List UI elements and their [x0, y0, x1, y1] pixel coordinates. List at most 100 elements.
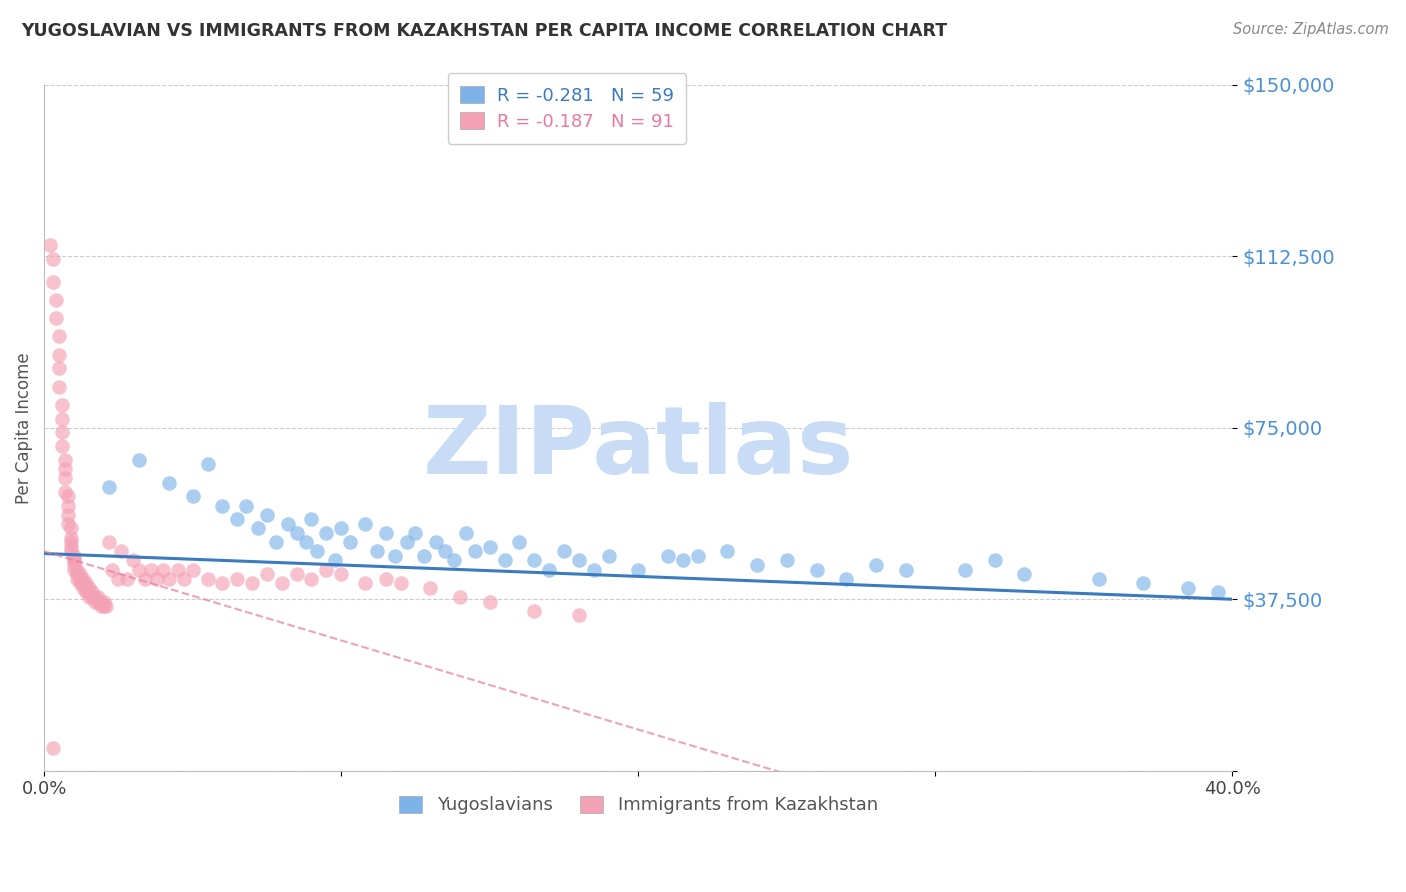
Point: [53, 471, 76, 485]
Point: [1177, 581, 1199, 595]
Point: [277, 516, 299, 531]
Point: [865, 558, 887, 572]
Point: [86, 590, 108, 604]
Point: [173, 572, 195, 586]
Point: [523, 604, 546, 618]
Point: [59, 544, 82, 558]
Point: [51, 411, 73, 425]
Point: [117, 572, 139, 586]
Point: [128, 452, 150, 467]
Point: [256, 567, 278, 582]
Point: [157, 572, 180, 586]
Point: [598, 549, 620, 563]
Point: [110, 544, 132, 558]
Point: [83, 594, 105, 608]
Point: [538, 562, 561, 576]
Point: [56, 508, 79, 522]
Point: [494, 553, 516, 567]
Point: [63, 549, 86, 563]
Point: [63, 553, 86, 567]
Point: [56, 516, 79, 531]
Point: [672, 553, 695, 567]
Point: [686, 549, 709, 563]
Point: [90, 594, 112, 608]
Point: [294, 535, 316, 549]
Point: [285, 525, 308, 540]
Point: [56, 489, 79, 503]
Point: [181, 562, 204, 576]
Point: [51, 398, 73, 412]
Point: [69, 567, 91, 582]
Point: [301, 572, 323, 586]
Point: [307, 544, 329, 558]
Point: [553, 544, 575, 558]
Point: [523, 553, 546, 567]
Point: [197, 458, 219, 472]
Point: [464, 544, 486, 558]
Point: [395, 535, 418, 549]
Point: [745, 558, 768, 572]
Point: [166, 562, 188, 576]
Point: [48, 361, 70, 376]
Point: [1014, 567, 1036, 582]
Point: [42, 252, 65, 266]
Point: [226, 572, 249, 586]
Point: [93, 594, 115, 608]
Point: [449, 590, 471, 604]
Point: [157, 475, 180, 490]
Point: [83, 590, 105, 604]
Point: [953, 562, 976, 576]
Point: [146, 572, 169, 586]
Point: [59, 540, 82, 554]
Point: [39, 238, 62, 252]
Point: [568, 553, 591, 567]
Point: [75, 576, 97, 591]
Point: [582, 562, 605, 576]
Point: [264, 535, 287, 549]
Point: [181, 489, 204, 503]
Point: [66, 572, 89, 586]
Point: [77, 590, 100, 604]
Point: [93, 599, 115, 613]
Text: Source: ZipAtlas.com: Source: ZipAtlas.com: [1233, 22, 1389, 37]
Point: [894, 562, 917, 576]
Point: [59, 521, 82, 535]
Point: [128, 562, 150, 576]
Point: [72, 572, 94, 586]
Point: [478, 540, 501, 554]
Point: [1087, 572, 1109, 586]
Point: [354, 576, 377, 591]
Point: [122, 553, 145, 567]
Point: [301, 512, 323, 526]
Point: [776, 553, 799, 567]
Point: [1132, 576, 1154, 591]
Point: [627, 562, 650, 576]
Point: [984, 553, 1007, 567]
Point: [51, 439, 73, 453]
Point: [98, 480, 121, 494]
Point: [315, 562, 337, 576]
Point: [107, 572, 129, 586]
Point: [48, 379, 70, 393]
Point: [413, 549, 436, 563]
Point: [63, 562, 86, 576]
Point: [98, 535, 121, 549]
Point: [716, 544, 738, 558]
Point: [72, 581, 94, 595]
Point: [72, 576, 94, 591]
Point: [454, 525, 477, 540]
Point: [226, 512, 249, 526]
Point: [806, 562, 828, 576]
Point: [315, 525, 337, 540]
Point: [235, 499, 257, 513]
Point: [53, 484, 76, 499]
Point: [69, 576, 91, 591]
Point: [339, 535, 361, 549]
Point: [508, 535, 530, 549]
Point: [247, 521, 270, 535]
Point: [835, 572, 858, 586]
Point: [59, 531, 82, 545]
Point: [404, 525, 426, 540]
Point: [354, 516, 377, 531]
Point: [42, 275, 65, 289]
